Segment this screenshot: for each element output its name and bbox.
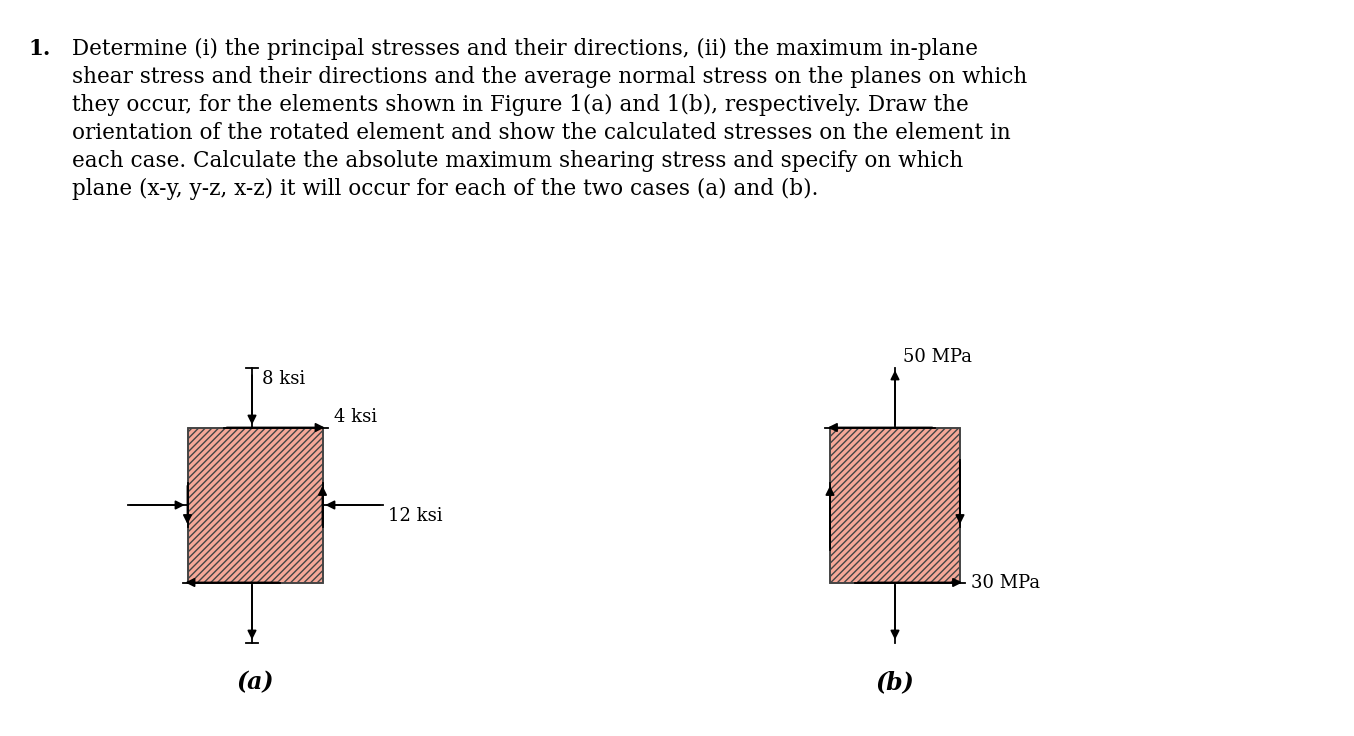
Bar [830, 428, 960, 582]
Text: 50 MPa: 50 MPa [903, 347, 972, 366]
Bar [830, 428, 960, 582]
Text: Determine (i) the principal stresses and their directions, (ii) the maximum in-p: Determine (i) the principal stresses and… [72, 38, 978, 60]
Text: (a): (a) [236, 670, 274, 695]
Text: orientation of the rotated element and show the calculated stresses on the eleme: orientation of the rotated element and s… [72, 122, 1010, 144]
Text: (b): (b) [876, 670, 914, 695]
Text: they occur, for the elements shown in Figure 1(a) and 1(b), respectively. Draw t: they occur, for the elements shown in Fi… [72, 94, 968, 116]
Text: shear stress and their directions and the average normal stress on the planes on: shear stress and their directions and th… [72, 66, 1028, 88]
Text: 30 MPa: 30 MPa [971, 573, 1040, 592]
Text: each case. Calculate the absolute maximum shearing stress and specify on which: each case. Calculate the absolute maximu… [72, 150, 963, 172]
Text: plane (x-y, y-z, x-z) it will occur for each of the two cases (a) and (b).: plane (x-y, y-z, x-z) it will occur for … [72, 178, 818, 200]
Bar [187, 428, 322, 582]
Text: 4 ksi: 4 ksi [333, 408, 376, 425]
Text: 12 ksi: 12 ksi [387, 507, 443, 525]
Bar [187, 428, 322, 582]
Text: 1.: 1. [28, 38, 50, 60]
Text: 8 ksi: 8 ksi [263, 369, 305, 387]
